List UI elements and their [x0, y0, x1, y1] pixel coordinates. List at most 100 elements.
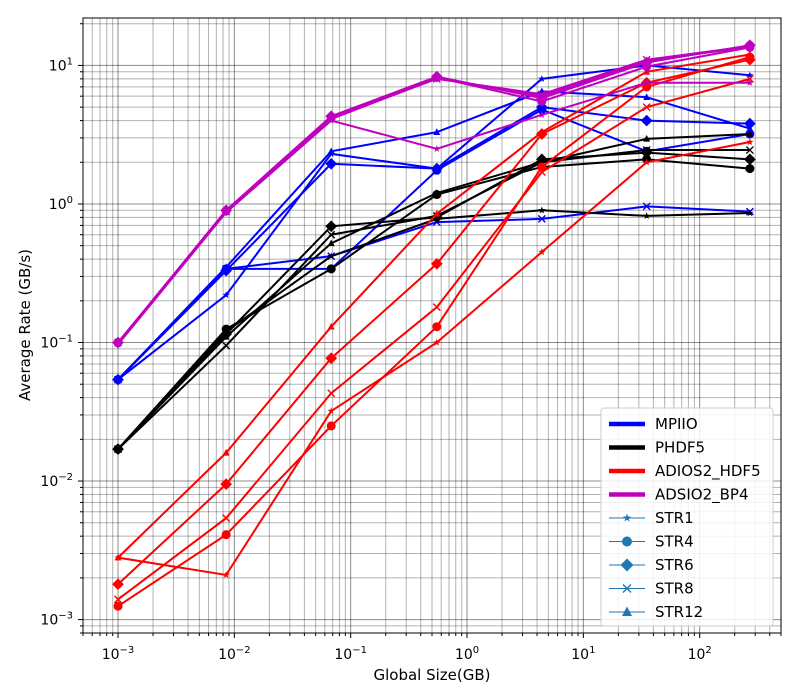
mpiio-str1-point: [746, 71, 754, 79]
x-tick-label: 100: [455, 645, 479, 663]
adios2-hdf5-str4-point: [221, 530, 231, 540]
adios2-hdf5-str8-series: [114, 74, 754, 604]
phdf5-str8-point: [642, 146, 651, 155]
legend-marker-str1: [622, 513, 632, 522]
phdf5-str12-line: [117, 132, 750, 450]
adsio2-bp4-str1-point: [642, 78, 651, 86]
phdf5-str4-point: [745, 164, 755, 174]
adios2-hdf5-str1-point: [433, 338, 441, 346]
mpiio-str6-point: [325, 157, 338, 170]
x-tick-label: 10−3: [102, 645, 135, 663]
ticks-layer: 10−3 10−2 10−1 100 101 102 10−3 10−2 10−1 100 101: [40, 23, 782, 663]
legend-label-str12: STR12: [655, 603, 703, 621]
phdf5-str6-point: [744, 153, 756, 166]
legend-label-str8: STR8: [655, 580, 694, 598]
adsio2-bp4-str12-point: [746, 43, 754, 50]
phdf5-str8-point: [745, 146, 754, 155]
adios2-hdf5-str6-point: [112, 578, 124, 591]
x-tick-label: 101: [571, 645, 595, 663]
phdf5-str6-point: [325, 220, 338, 233]
adios2-hdf5-str8-point: [327, 389, 336, 398]
legend-label-str6: STR6: [655, 556, 694, 574]
adsio2-bp4-str12-point: [538, 92, 546, 99]
phdf5-str1-point: [746, 209, 754, 217]
legend-label-adsio2-bp4: ADSIO2_BP4: [655, 486, 749, 505]
adsio2-bp4-str12-point: [327, 115, 335, 122]
adios2-hdf5-str6-point: [220, 478, 232, 490]
adios2-hdf5-str4-point: [326, 421, 336, 431]
adios2-hdf5-str6-point: [430, 257, 443, 270]
legend-marker-str4: [622, 536, 632, 547]
adios2-hdf5-str12-point: [746, 50, 754, 58]
adios2-hdf5-str1-point: [222, 571, 230, 579]
y-tick-label: 10−3: [40, 611, 73, 629]
mpiio-str12-point: [746, 124, 754, 132]
mpiio-str12-point: [433, 128, 441, 135]
legend-label-adios2-hdf5: ADIOS2_HDF5: [655, 462, 761, 481]
mpiio-str1-point: [538, 75, 546, 82]
mpiio-str6-point: [430, 162, 443, 175]
adios2-hdf5-str4-point: [432, 322, 442, 332]
adios2-hdf5-str1-point: [642, 158, 651, 166]
legend: MPIIO PHDF5 ADIOS2_HDF5 ADSIO2_BP4 STR1 STR4 S…: [600, 407, 774, 627]
adios2-hdf5-str12-series: [114, 50, 754, 561]
phdf5-str6-point: [430, 211, 443, 224]
phdf5-str12-point: [114, 445, 122, 452]
adios2-hdf5-str8-point: [745, 74, 754, 83]
phdf5-str6-point: [640, 146, 653, 159]
mpiio-str6-point: [536, 101, 548, 113]
x-tick-label: 10−1: [334, 645, 367, 663]
y-tick-label: 100: [49, 195, 73, 213]
mpiio-str12-point: [643, 93, 651, 100]
adsio2-bp4-str12-point: [222, 206, 230, 214]
phdf5-str8-point: [222, 341, 231, 350]
series-layer: [112, 39, 756, 611]
y-tick-label: 101: [49, 56, 73, 74]
adios2-hdf5-str8-point: [642, 103, 651, 112]
legend-box: [600, 407, 774, 627]
adios2-hdf5-str12-point: [114, 553, 122, 561]
adios2-hdf5-str12-point: [643, 67, 651, 75]
phdf5-str4-point: [326, 264, 336, 274]
adios2-hdf5-str8-point: [432, 303, 441, 312]
y-tick-label: 10−2: [40, 472, 73, 490]
adios2-hdf5-str12-point: [222, 448, 230, 456]
adios2-hdf5-str12-point: [538, 128, 546, 135]
mpiio-str12-series: [114, 87, 754, 383]
legend-label-str4: STR4: [655, 533, 694, 551]
mpiio-str12-point: [222, 263, 230, 270]
phdf5-str8-point: [327, 230, 336, 239]
legend-marker-str6: [620, 558, 634, 572]
mpiio-str6-point: [744, 117, 756, 130]
phdf5-str12-point: [327, 239, 335, 247]
phdf5-str1-point: [642, 212, 651, 220]
x-axis-title: Global Size(GB): [373, 666, 490, 684]
adsio2-bp4-str12-point: [643, 56, 651, 64]
phdf5-str12-point: [643, 135, 651, 142]
phdf5-str12-series: [114, 130, 754, 452]
phdf5-str12-point: [433, 189, 441, 196]
adios2-hdf5-str8-point: [222, 514, 231, 523]
x-tick-label: 10−2: [218, 645, 251, 663]
adios2-hdf5-str12-point: [327, 322, 335, 330]
phdf5-str1-point: [327, 252, 335, 260]
phdf5-str1-point: [538, 206, 546, 214]
mpiio-str8-point: [642, 202, 651, 211]
mpiio-str8-line: [117, 205, 750, 381]
adios2-hdf5-str6-point: [325, 352, 338, 365]
adios2-hdf5-str1-point: [327, 407, 335, 415]
adsio2-bp4-str1-point: [746, 78, 754, 86]
legend-marker-str12: [622, 606, 632, 616]
adios2-hdf5-str1-point: [746, 138, 754, 146]
adsio2-bp4-str12-series: [114, 43, 754, 347]
grid-layer: [82, 18, 782, 634]
legend-marker-str8: [622, 584, 632, 593]
adios2-hdf5-str4-point: [113, 601, 123, 611]
y-axis-title: Average Rate (GB/s): [16, 249, 34, 401]
adios2-hdf5-str12-point: [433, 209, 441, 217]
adios2-hdf5-str1-point: [538, 248, 546, 256]
adsio2-bp4-str1-point: [538, 110, 546, 118]
adsio2-bp4-str12-point: [433, 74, 441, 81]
mpiio-str8-point: [537, 214, 546, 223]
